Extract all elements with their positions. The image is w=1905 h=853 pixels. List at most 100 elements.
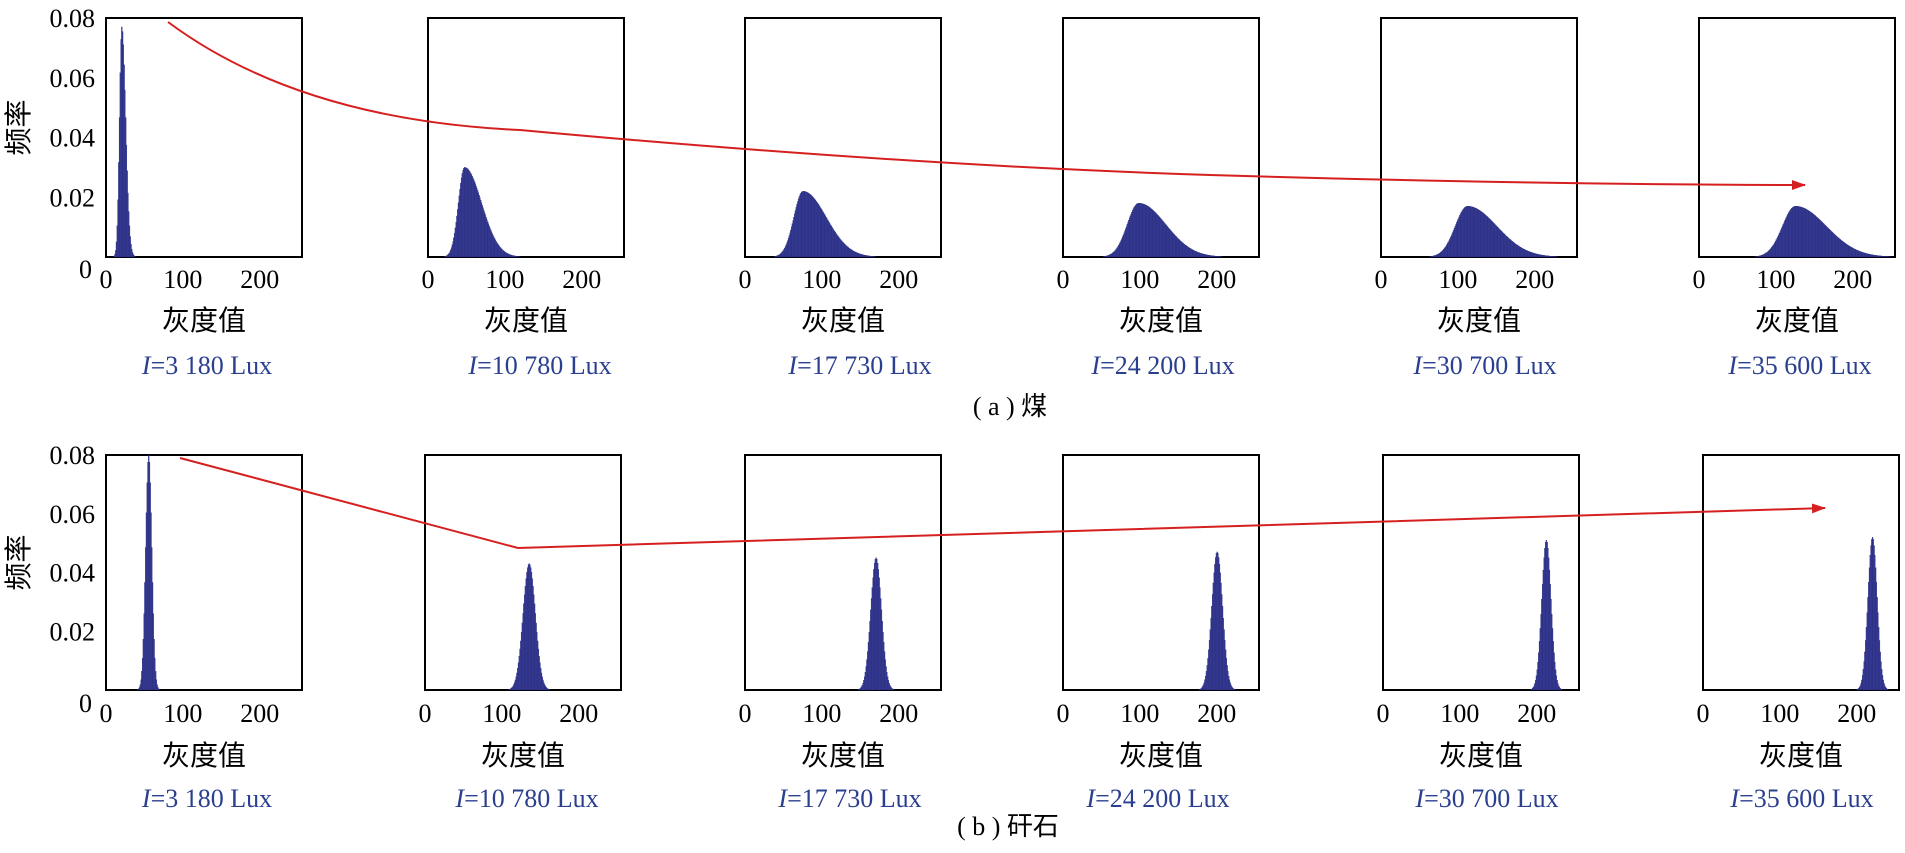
illuminance-value: =35 600 Lux	[1739, 784, 1874, 813]
histogram-bar	[158, 689, 161, 691]
x-axis-label: 灰度值	[1755, 305, 1839, 337]
histogram-subplot: 0 100 200 灰度值 I=10 780 Lux	[419, 454, 622, 813]
illuminance-value: =17 730 Lux	[797, 351, 932, 380]
x-tick-label: 200	[559, 699, 598, 728]
histogram-subplot: 0 100 200 灰度值 I=17 730 Lux	[739, 454, 942, 813]
panel-label-gangue: ( b ) 矸石	[957, 812, 1059, 841]
histogram-bars	[1198, 551, 1236, 691]
illuminance-value: =24 200 Lux	[1100, 351, 1235, 380]
x-tick-label: 100	[802, 265, 841, 294]
plot-frame	[1702, 454, 1900, 691]
histogram-bar	[1887, 689, 1889, 691]
x-tick-label: 200	[1517, 699, 1556, 728]
plot-frame	[105, 17, 303, 258]
histogram-bars	[1102, 203, 1223, 258]
y-tick-label: 0	[79, 689, 92, 718]
illuminance-value: =10 780 Lux	[477, 351, 612, 380]
x-tick-label: 0	[1375, 265, 1388, 294]
x-axis-label: 灰度值	[1119, 305, 1203, 337]
y-tick-label: 0.06	[50, 500, 96, 529]
x-tick-label: 0	[419, 699, 432, 728]
x-tick-label: 100	[1760, 699, 1799, 728]
histogram-bars	[857, 557, 895, 691]
illuminance-symbol: I	[141, 351, 152, 380]
illuminance-value: =24 200 Lux	[1095, 784, 1230, 813]
histogram-subplot: 0 100 200 灰度值 I=30 700 Lux	[1377, 454, 1580, 813]
illuminance-caption: I=24 200 Lux	[1085, 784, 1229, 813]
x-tick-label: 200	[1197, 265, 1236, 294]
histogram-bars	[113, 26, 136, 258]
y-tick-label: 0.04	[50, 124, 96, 153]
x-axis-label: 灰度值	[1759, 740, 1843, 772]
x-tick-label: 100	[1438, 265, 1477, 294]
x-axis-label: 灰度值	[1439, 740, 1523, 772]
x-tick-label: 100	[1120, 265, 1159, 294]
x-tick-label: 200	[240, 265, 279, 294]
x-tick-label: 0	[1697, 699, 1710, 728]
histogram-bars	[1754, 206, 1891, 258]
y-axis-label: 频率	[3, 534, 35, 590]
histogram-subplot: 0 100 200 灰度值 I=24 200 Lux	[1057, 17, 1260, 380]
illuminance-symbol: I	[454, 784, 465, 813]
illuminance-symbol: I	[1414, 784, 1425, 813]
x-tick-label: 200	[562, 265, 601, 294]
illuminance-symbol: I	[1412, 351, 1423, 380]
x-axis-label: 灰度值	[1437, 305, 1521, 337]
x-tick-label: 0	[739, 265, 752, 294]
illuminance-caption: I=10 780 Lux	[454, 784, 598, 813]
x-tick-label: 200	[1833, 265, 1872, 294]
illuminance-symbol: I	[467, 351, 478, 380]
x-axis-label: 灰度值	[1119, 740, 1203, 772]
plot-frame	[744, 454, 942, 691]
x-tick-label: 100	[1440, 699, 1479, 728]
trend-arrow-coal	[167, 21, 1806, 190]
illuminance-caption: I=35 600 Lux	[1727, 351, 1871, 380]
histogram-bar	[548, 689, 550, 691]
x-tick-label: 0	[1693, 265, 1706, 294]
illuminance-caption: I=17 730 Lux	[787, 351, 931, 380]
y-tick-label: 0.04	[50, 559, 96, 588]
illuminance-value: =10 780 Lux	[464, 784, 599, 813]
x-tick-label: 0	[100, 699, 113, 728]
x-axis-label: 灰度值	[801, 740, 885, 772]
x-tick-label: 0	[1057, 699, 1070, 728]
x-tick-label: 100	[1120, 699, 1159, 728]
plot-frame	[744, 17, 942, 258]
illuminance-symbol: I	[1090, 351, 1101, 380]
histogram-subplot: 0 100 200 灰度值 I=35 600 Lux	[1697, 454, 1900, 813]
plot-frame	[1382, 454, 1580, 691]
x-tick-label: 0	[1377, 699, 1390, 728]
y-tick-label: 0.02	[50, 183, 96, 212]
illuminance-value: =35 600 Lux	[1737, 351, 1872, 380]
illuminance-value: =30 700 Lux	[1422, 351, 1557, 380]
histogram-bars	[444, 167, 520, 258]
histogram-subplot: 0 100 200 灰度值 I=3 180 Lux	[100, 454, 303, 813]
histogram-bar	[893, 689, 895, 691]
histogram-subplot: 0 100 200 灰度值 I=30 700 Lux	[1375, 17, 1578, 380]
y-tick-label: 0.08	[50, 441, 96, 470]
illuminance-caption: I=30 700 Lux	[1412, 351, 1556, 380]
histogram-bar	[1234, 689, 1236, 691]
histogram-bars	[1856, 537, 1889, 691]
y-tick-label: 0.06	[50, 64, 96, 93]
illuminance-symbol: I	[1085, 784, 1096, 813]
trend-arrows-layer	[167, 21, 1826, 550]
x-tick-label: 200	[1837, 699, 1876, 728]
x-tick-label: 0	[1057, 265, 1070, 294]
x-axis-label: 灰度值	[162, 305, 246, 337]
y-tick-label: 0	[79, 255, 92, 284]
x-tick-label: 200	[1197, 699, 1236, 728]
x-tick-label: 100	[1756, 265, 1795, 294]
x-tick-label: 100	[485, 265, 524, 294]
illuminance-symbol: I	[787, 351, 798, 380]
illuminance-caption: I=17 730 Lux	[777, 784, 921, 813]
plot-frame	[1062, 454, 1260, 691]
illuminance-symbol: I	[1727, 351, 1738, 380]
illuminance-caption: I=3 180 Lux	[141, 784, 272, 813]
x-axis-label: 灰度值	[801, 305, 885, 337]
x-tick-label: 100	[163, 265, 202, 294]
histogram-bars	[137, 454, 161, 691]
